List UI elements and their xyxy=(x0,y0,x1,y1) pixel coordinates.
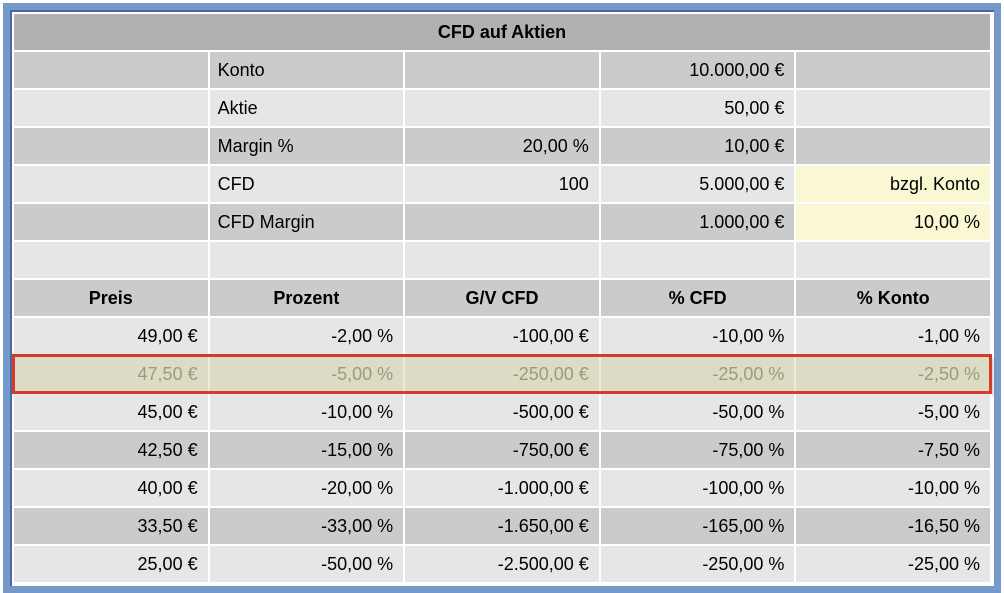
cell-percent-cfd[interactable]: -250,00 % xyxy=(598,544,797,584)
cell-prozent[interactable]: -15,00 % xyxy=(207,430,406,470)
cell-empty[interactable] xyxy=(403,240,601,280)
table-row: 40,00 € -20,00 % -1.000,00 € -100,00 % -… xyxy=(12,468,992,508)
cell-preis[interactable]: 40,00 € xyxy=(12,468,210,508)
cell-note-bzgl-konto[interactable]: bzgl. Konto xyxy=(794,164,992,204)
cell-percent-konto[interactable]: -2,50 % xyxy=(794,354,992,394)
table-row: 49,00 € -2,00 % -100,00 € -10,00 % -1,00… xyxy=(12,316,992,356)
cell-cfd-margin-value[interactable]: 1.000,00 € xyxy=(598,202,797,242)
cell-margin-value[interactable]: 10,00 € xyxy=(598,126,797,166)
cell-aktie-value[interactable]: 50,00 € xyxy=(598,88,797,128)
cell-percent-konto[interactable]: -10,00 % xyxy=(794,468,992,508)
header-percent-konto[interactable]: % Konto xyxy=(794,278,992,318)
cell-label-margin[interactable]: Margin % xyxy=(207,126,406,166)
cell-label-cfd[interactable]: CFD xyxy=(207,164,406,204)
cell-empty[interactable] xyxy=(12,240,210,280)
setup-row-margin: Margin % 20,00 % 10,00 € xyxy=(12,126,992,166)
cell-empty[interactable] xyxy=(794,126,992,166)
cell-percent-konto[interactable]: -1,00 % xyxy=(794,316,992,356)
setup-row-konto: Konto 10.000,00 € xyxy=(12,50,992,90)
spacer-row xyxy=(12,240,992,280)
cell-percent-konto[interactable]: -16,50 % xyxy=(794,506,992,546)
cell-percent-cfd[interactable]: -10,00 % xyxy=(598,316,797,356)
cell-label-konto[interactable]: Konto xyxy=(207,50,406,90)
title-row: CFD auf Aktien xyxy=(12,12,992,52)
cell-empty[interactable] xyxy=(403,88,601,128)
cell-empty[interactable] xyxy=(12,50,210,90)
cell-preis[interactable]: 49,00 € xyxy=(12,316,210,356)
cell-preis[interactable]: 25,00 € xyxy=(12,544,210,584)
cell-preis[interactable]: 42,50 € xyxy=(12,430,210,470)
cell-prozent[interactable]: -2,00 % xyxy=(207,316,406,356)
table-row: 42,50 € -15,00 % -750,00 € -75,00 % -7,5… xyxy=(12,430,992,470)
cell-prozent[interactable]: -5,00 % xyxy=(207,354,406,394)
cell-prozent[interactable]: -10,00 % xyxy=(207,392,406,432)
cell-percent-cfd[interactable]: -25,00 % xyxy=(598,354,797,394)
cell-label-cfd-margin[interactable]: CFD Margin xyxy=(207,202,406,242)
cell-prozent[interactable]: -20,00 % xyxy=(207,468,406,508)
cell-cfd-value[interactable]: 5.000,00 € xyxy=(598,164,797,204)
cell-empty[interactable] xyxy=(403,50,601,90)
cell-cfd-count[interactable]: 100 xyxy=(403,164,601,204)
cell-gv-cfd[interactable]: -1.000,00 € xyxy=(403,468,601,508)
setup-row-cfd-margin: CFD Margin 1.000,00 € 10,00 % xyxy=(12,202,992,242)
setup-row-cfd: CFD 100 5.000,00 € bzgl. Konto xyxy=(12,164,992,204)
page-title: CFD auf Aktien xyxy=(12,12,992,52)
cell-gv-cfd[interactable]: -250,00 € xyxy=(403,354,601,394)
header-prozent[interactable]: Prozent xyxy=(207,278,406,318)
cell-konto-value[interactable]: 10.000,00 € xyxy=(598,50,797,90)
cell-percent-cfd[interactable]: -100,00 % xyxy=(598,468,797,508)
cell-empty[interactable] xyxy=(403,202,601,242)
cell-gv-cfd[interactable]: -1.650,00 € xyxy=(403,506,601,546)
cell-gv-cfd[interactable]: -750,00 € xyxy=(403,430,601,470)
cell-empty[interactable] xyxy=(598,240,797,280)
cell-empty[interactable] xyxy=(794,88,992,128)
cell-empty[interactable] xyxy=(207,240,406,280)
table-frame: CFD auf Aktien Konto 10.000,00 € Aktie 5… xyxy=(3,3,1001,593)
header-gv-cfd[interactable]: G/V CFD xyxy=(403,278,601,318)
cell-margin-percent[interactable]: 20,00 % xyxy=(403,126,601,166)
cell-empty[interactable] xyxy=(12,126,210,166)
cell-empty[interactable] xyxy=(12,202,210,242)
header-percent-cfd[interactable]: % CFD xyxy=(598,278,797,318)
cell-preis[interactable]: 33,50 € xyxy=(12,506,210,546)
setup-row-aktie: Aktie 50,00 € xyxy=(12,88,992,128)
cell-percent-cfd[interactable]: -75,00 % xyxy=(598,430,797,470)
cell-label-aktie[interactable]: Aktie xyxy=(207,88,406,128)
table-header-row: Preis Prozent G/V CFD % CFD % Konto xyxy=(12,278,992,318)
cell-percent-konto[interactable]: -25,00 % xyxy=(794,544,992,584)
cfd-spreadsheet: CFD auf Aktien Konto 10.000,00 € Aktie 5… xyxy=(12,12,992,584)
cell-empty[interactable] xyxy=(12,88,210,128)
table-row: 33,50 € -33,00 % -1.650,00 € -165,00 % -… xyxy=(12,506,992,546)
cell-prozent[interactable]: -33,00 % xyxy=(207,506,406,546)
table-row: 25,00 € -50,00 % -2.500,00 € -250,00 % -… xyxy=(12,544,992,584)
cell-gv-cfd[interactable]: -500,00 € xyxy=(403,392,601,432)
cell-note-percent[interactable]: 10,00 % xyxy=(794,202,992,242)
cell-prozent[interactable]: -50,00 % xyxy=(207,544,406,584)
cell-gv-cfd[interactable]: -2.500,00 € xyxy=(403,544,601,584)
cell-gv-cfd[interactable]: -100,00 € xyxy=(403,316,601,356)
cell-empty[interactable] xyxy=(794,50,992,90)
cell-preis[interactable]: 45,00 € xyxy=(12,392,210,432)
cell-percent-cfd[interactable]: -50,00 % xyxy=(598,392,797,432)
table-row: 45,00 € -10,00 % -500,00 € -50,00 % -5,0… xyxy=(12,392,992,432)
cell-percent-konto[interactable]: -5,00 % xyxy=(794,392,992,432)
table-row-highlighted: 47,50 € -5,00 % -250,00 € -25,00 % -2,50… xyxy=(12,354,992,394)
header-preis[interactable]: Preis xyxy=(12,278,210,318)
cell-empty[interactable] xyxy=(12,164,210,204)
cell-empty[interactable] xyxy=(794,240,992,280)
cell-percent-konto[interactable]: -7,50 % xyxy=(794,430,992,470)
cell-preis[interactable]: 47,50 € xyxy=(12,354,210,394)
cell-percent-cfd[interactable]: -165,00 % xyxy=(598,506,797,546)
